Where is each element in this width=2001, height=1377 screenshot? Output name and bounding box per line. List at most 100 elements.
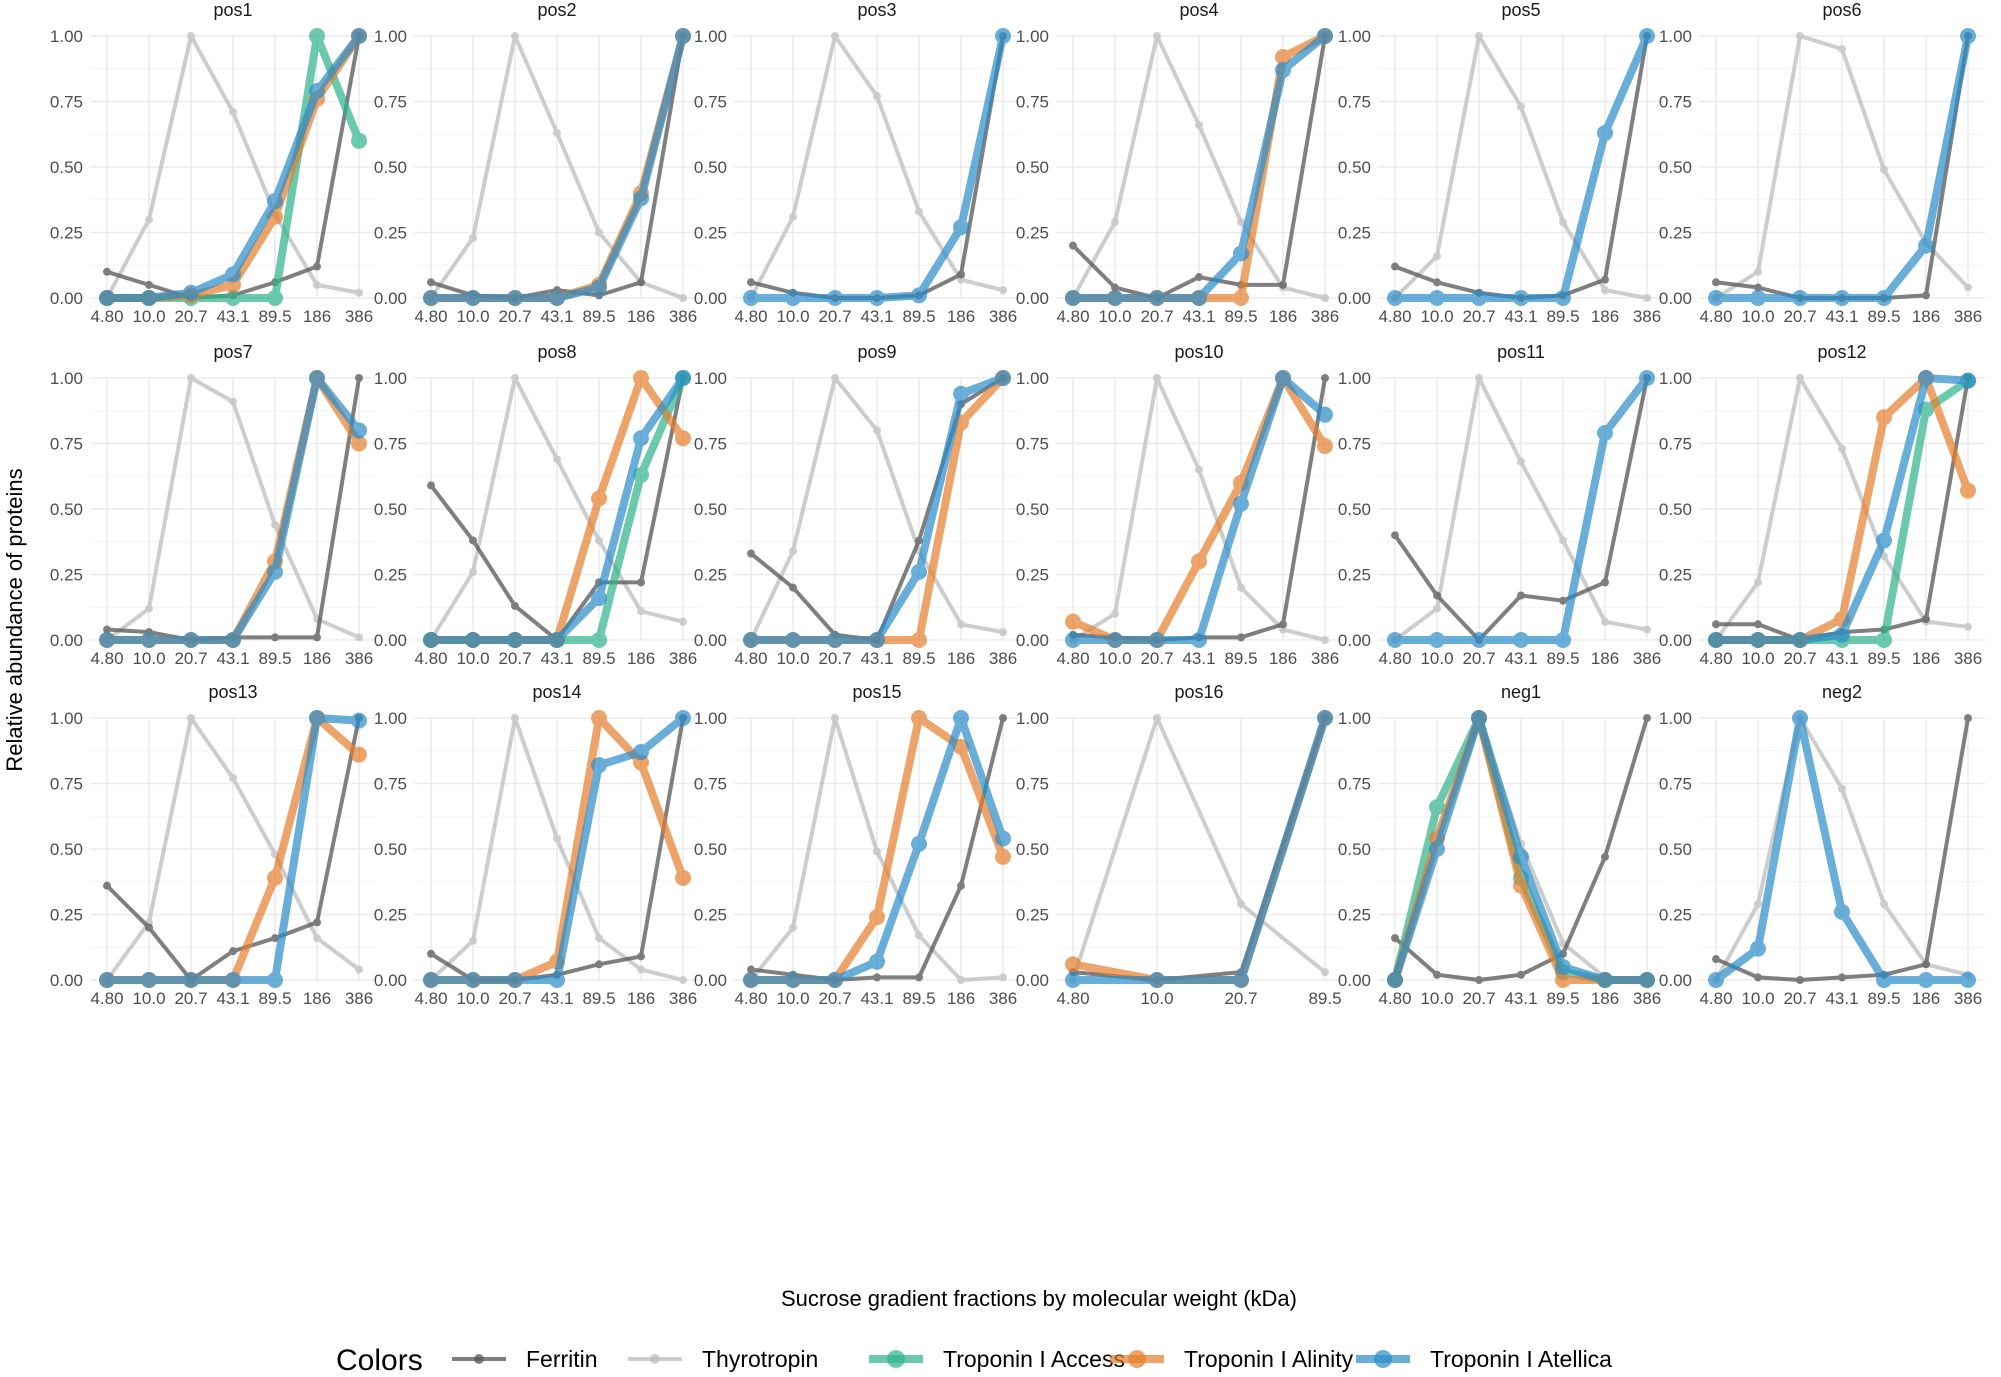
data-point bbox=[1754, 267, 1762, 276]
data-point bbox=[1317, 710, 1333, 726]
x-tick-label: 10.0 bbox=[1741, 307, 1774, 326]
x-tick-label: 386 bbox=[1311, 649, 1339, 668]
data-point bbox=[873, 426, 881, 435]
x-tick-label: 10.0 bbox=[132, 649, 165, 668]
y-tick-label: 0.25 bbox=[50, 566, 83, 585]
series-troponin-i-atellica bbox=[743, 370, 1011, 648]
y-tick-label: 0.50 bbox=[1338, 158, 1371, 177]
y-tick-label: 0.00 bbox=[1659, 631, 1692, 650]
data-point bbox=[1153, 714, 1161, 722]
series-troponin-i-atellica bbox=[1065, 710, 1333, 988]
y-tick-label: 1.00 bbox=[1338, 27, 1371, 46]
y-tick-label: 1.00 bbox=[1338, 369, 1371, 388]
data-point bbox=[1195, 121, 1203, 130]
data-point bbox=[1191, 632, 1207, 648]
series-thyrotropin bbox=[1391, 374, 1651, 644]
x-tick-label: 10.0 bbox=[1741, 649, 1774, 668]
data-point bbox=[1111, 609, 1119, 618]
data-point bbox=[309, 710, 325, 726]
data-point bbox=[267, 193, 283, 210]
y-tick-label: 0.00 bbox=[1659, 289, 1692, 308]
y-tick-label: 0.25 bbox=[1338, 224, 1371, 243]
data-point bbox=[1922, 615, 1930, 624]
y-tick-label: 0.25 bbox=[1659, 566, 1692, 585]
x-tick-label: 43.1 bbox=[860, 989, 893, 1008]
data-point bbox=[789, 212, 797, 221]
data-point bbox=[1111, 283, 1119, 292]
data-point bbox=[549, 290, 565, 306]
panel-grid bbox=[90, 35, 376, 299]
data-point bbox=[313, 262, 321, 271]
x-tick-label: 386 bbox=[1633, 307, 1661, 326]
y-tick-label: 0.25 bbox=[694, 906, 727, 925]
data-point bbox=[953, 385, 969, 402]
data-point bbox=[1876, 632, 1892, 648]
y-tick-label: 0.00 bbox=[1338, 971, 1371, 990]
data-point bbox=[225, 266, 241, 283]
panel-title: neg2 bbox=[1822, 682, 1862, 702]
y-tick-label: 0.25 bbox=[1338, 566, 1371, 585]
data-point bbox=[1964, 283, 1972, 292]
x-tick-label: 89.5 bbox=[1546, 307, 1579, 326]
x-tick-label: 186 bbox=[1591, 649, 1619, 668]
x-tick-label: 4.80 bbox=[1056, 307, 1089, 326]
panel-title: pos8 bbox=[537, 342, 576, 362]
y-tick-label: 1.00 bbox=[374, 27, 407, 46]
x-tick-label: 43.1 bbox=[1182, 307, 1215, 326]
y-tick-label: 0.25 bbox=[374, 224, 407, 243]
data-point bbox=[595, 960, 603, 969]
y-tick-label: 0.75 bbox=[694, 93, 727, 112]
panel-pos10: pos10 0.00 0.25 0.50 0.75 1.00 4.80 10.0 20.7 43.… bbox=[1016, 342, 1342, 668]
data-point bbox=[1559, 596, 1567, 605]
x-tick-label: 186 bbox=[1912, 989, 1940, 1008]
data-point bbox=[469, 233, 477, 242]
data-point bbox=[1153, 374, 1161, 382]
x-tick-label: 43.1 bbox=[540, 649, 573, 668]
data-point bbox=[1708, 290, 1724, 306]
data-point bbox=[1433, 278, 1441, 287]
x-tick-label: 89.5 bbox=[582, 989, 615, 1008]
y-tick-label: 0.25 bbox=[1016, 906, 1049, 925]
data-point bbox=[423, 632, 439, 648]
panel-pos11: pos11 0.00 0.25 0.50 0.75 1.00 4.80 10.0 20.7 43.… bbox=[1338, 342, 1664, 668]
data-point bbox=[789, 923, 797, 932]
data-point bbox=[591, 710, 607, 726]
data-point bbox=[1643, 625, 1651, 634]
data-point bbox=[1838, 45, 1846, 54]
panel-title: pos3 bbox=[857, 0, 896, 20]
x-tick-label: 43.1 bbox=[216, 989, 249, 1008]
data-point bbox=[511, 601, 519, 610]
data-point bbox=[1233, 245, 1249, 262]
panel-title: neg1 bbox=[1501, 682, 1541, 702]
data-point bbox=[1712, 620, 1720, 629]
y-tick-label: 0.50 bbox=[1016, 500, 1049, 519]
data-point bbox=[229, 397, 237, 406]
data-point bbox=[423, 972, 439, 988]
data-point bbox=[1471, 290, 1487, 306]
legend-label: Troponin I Alinity bbox=[1184, 1346, 1354, 1372]
panel-grid bbox=[1699, 35, 1985, 299]
data-point bbox=[911, 632, 927, 648]
y-tick-label: 0.00 bbox=[1659, 971, 1692, 990]
data-point bbox=[873, 847, 881, 856]
x-tick-label: 186 bbox=[627, 649, 655, 668]
x-tick-label: 186 bbox=[1269, 307, 1297, 326]
panel-grid bbox=[734, 377, 1020, 641]
panel-title: pos1 bbox=[213, 0, 252, 20]
data-point bbox=[675, 710, 691, 726]
panel-pos4: pos4 0.00 0.25 0.50 0.75 1.00 4.80 10.0 20.7 43.1… bbox=[1016, 0, 1342, 326]
x-tick-label: 186 bbox=[303, 989, 331, 1008]
y-tick-label: 0.75 bbox=[1338, 435, 1371, 454]
data-point bbox=[1321, 968, 1329, 977]
y-tick-label: 0.00 bbox=[694, 289, 727, 308]
panel-pos2: pos2 0.00 0.25 0.50 0.75 1.00 4.80 10.0 20.7 43.1… bbox=[374, 0, 700, 326]
panel-title: pos12 bbox=[1817, 342, 1866, 362]
data-point bbox=[1754, 283, 1762, 292]
data-point bbox=[183, 284, 199, 301]
panel-title: pos13 bbox=[208, 682, 257, 702]
data-point bbox=[633, 370, 649, 386]
x-tick-label: 20.7 bbox=[498, 649, 531, 668]
data-point bbox=[267, 290, 283, 306]
x-tick-label: 20.7 bbox=[1462, 989, 1495, 1008]
series-ferritin bbox=[1712, 714, 1972, 984]
